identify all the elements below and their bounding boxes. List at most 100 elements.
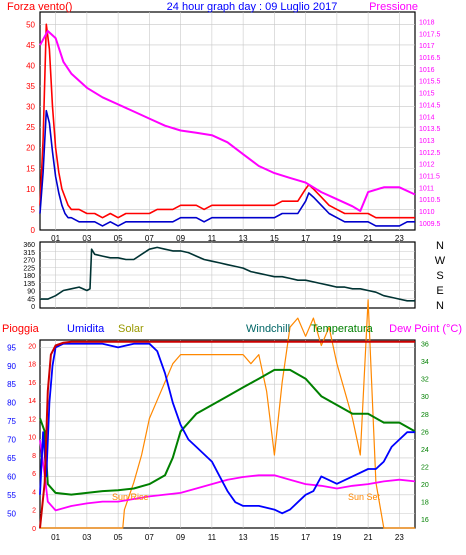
- pressure-tick-label: 1018: [419, 19, 435, 26]
- chart-title: 24 hour graph day : 09 Luglio 2017: [167, 1, 338, 13]
- climate-panel-series: [39, 299, 416, 529]
- pressure-tick-label: 1017.5: [419, 31, 441, 38]
- x-tick-label: 21: [364, 533, 373, 542]
- temperature-tick-label: 28: [421, 412, 429, 419]
- temperature-tick-label: 20: [421, 482, 429, 489]
- x-tick-label: 03: [82, 234, 91, 243]
- x-tick-label: 11: [208, 234, 217, 243]
- pressure-series: [39, 30, 416, 212]
- temperature-tick-label: 24: [421, 447, 429, 454]
- x-tick-label: 17: [301, 533, 310, 542]
- wind-tick-label: 40: [26, 61, 35, 70]
- wind-tick-label: 25: [26, 123, 35, 132]
- pressure-tick-label: 1009.5: [419, 221, 441, 228]
- rain-tick-label: 2: [32, 508, 36, 515]
- wind-tick-label: 45: [26, 41, 35, 50]
- pressure-tick-label: 1016: [419, 67, 435, 74]
- direction-tick-label: 225: [23, 265, 35, 272]
- rain-tick-label: 10: [28, 435, 36, 442]
- humidity-tick-label: 65: [7, 454, 16, 463]
- rain-series: [39, 340, 415, 529]
- rain-label: Pioggia: [2, 323, 40, 335]
- rain-tick-label: 0: [32, 526, 36, 533]
- temperature-tick-label: 18: [421, 500, 429, 507]
- compass-label: E: [436, 285, 443, 297]
- humidity-tick-label: 85: [7, 380, 16, 389]
- pressure-tick-label: 1016.5: [419, 55, 441, 62]
- solar-label: Solar: [118, 323, 144, 335]
- wind-pressure-panel: 01 03 05 07 09 11 13 15 17 19 21 23 051015202530354…: [7, 1, 441, 243]
- rain-tick-label: 6: [32, 471, 36, 478]
- compass-label: N: [436, 240, 444, 252]
- pressure-tick-label: 1014: [419, 114, 435, 121]
- humidity-tick-label: 55: [7, 491, 16, 500]
- wind-tick-label: 15: [26, 164, 35, 173]
- wind-panel-grid: [40, 12, 415, 230]
- wind-series: [39, 23, 415, 219]
- pressure-tick-label: 1012: [419, 162, 435, 169]
- x-tick-label: 15: [270, 234, 279, 243]
- x-tick-label: 09: [176, 533, 185, 542]
- direction-tick-label: 270: [23, 258, 35, 265]
- rain-tick-label: 20: [28, 343, 36, 350]
- wind-panel-frame: [39, 11, 416, 231]
- compass-label: W: [435, 255, 446, 267]
- direction-tick-label: 180: [23, 273, 35, 280]
- direction-tick-label: 90: [27, 289, 35, 296]
- solar-series: [40, 299, 415, 529]
- pressure-tick-label: 1010: [419, 209, 435, 216]
- sunset-label: Sun Set: [348, 492, 381, 502]
- temperature-label: Temperatura: [311, 323, 374, 335]
- temperature-tick-label: 32: [421, 377, 429, 384]
- rain-tick-label: 18: [28, 362, 36, 369]
- x-tick-label: 23: [395, 533, 404, 542]
- pressure-tick-label: 1017: [419, 43, 435, 50]
- direction-panel-grid: [40, 242, 415, 308]
- humidity-label: Umidita: [67, 323, 105, 335]
- x-tick-label: 07: [145, 234, 154, 243]
- direction-panel-series: [40, 246, 415, 302]
- pressure-tick-label: 1014.5: [419, 102, 441, 109]
- pressure-tick-label: 1012.5: [419, 150, 441, 157]
- x-tick-label: 09: [176, 234, 185, 243]
- pressure-tick-label: 1013: [419, 138, 435, 145]
- climate-panel-grid: [40, 340, 415, 528]
- temperature-tick-label: 30: [421, 394, 429, 401]
- x-tick-label: 03: [82, 533, 91, 542]
- dewpoint-label: Dew Point (°C): [389, 323, 462, 335]
- climate-panel-frame: [39, 339, 416, 529]
- x-tick-label: 11: [208, 533, 217, 542]
- pressure-tick-label: 1010.5: [419, 197, 441, 204]
- x-tick-label: 19: [332, 234, 341, 243]
- compass-label: S: [436, 270, 443, 282]
- x-tick-label: 07: [145, 533, 154, 542]
- x-tick-label: 05: [114, 533, 123, 542]
- rain-ticks: 0 2 4 6 8 10 12 14 16 18 20: [28, 343, 36, 533]
- direction-series: [40, 246, 415, 302]
- direction-tick-label: 315: [23, 250, 35, 257]
- x-tick-label: 21: [364, 234, 373, 243]
- windchill-label: Windchill: [246, 323, 290, 335]
- pressure-tick-label: 1015: [419, 91, 435, 98]
- pressure-tick-label: 1011: [419, 185, 434, 192]
- wind-tick-label: 35: [26, 82, 35, 91]
- humidity-tick-label: 80: [7, 399, 16, 408]
- x-tick-label: 19: [332, 533, 341, 542]
- wind-panel-right-ticks: 1009.5 1010 1010.5 1011 1011.5 1012 1012.5 1013…: [419, 19, 441, 227]
- wind-panel-x-ticks: 01 03 05 07 09 11 13 15 17 19 21 23: [51, 234, 404, 243]
- wind-tick-label: 0: [31, 226, 36, 235]
- rain-tick-label: 14: [28, 398, 36, 405]
- wind-panel-series: [39, 23, 416, 227]
- x-tick-label: 17: [301, 234, 310, 243]
- direction-tick-label: 0: [31, 304, 35, 311]
- pressure-tick-label: 1015.5: [419, 79, 441, 86]
- rain-tick-label: 4: [32, 489, 36, 496]
- pressure-tick-label: 1011.5: [419, 174, 440, 181]
- temperature-ticks: 16 18 20 22 24 26 28 30 32 34 36: [421, 342, 429, 525]
- x-tick-label: 13: [239, 234, 248, 243]
- direction-tick-label: 45: [27, 296, 35, 303]
